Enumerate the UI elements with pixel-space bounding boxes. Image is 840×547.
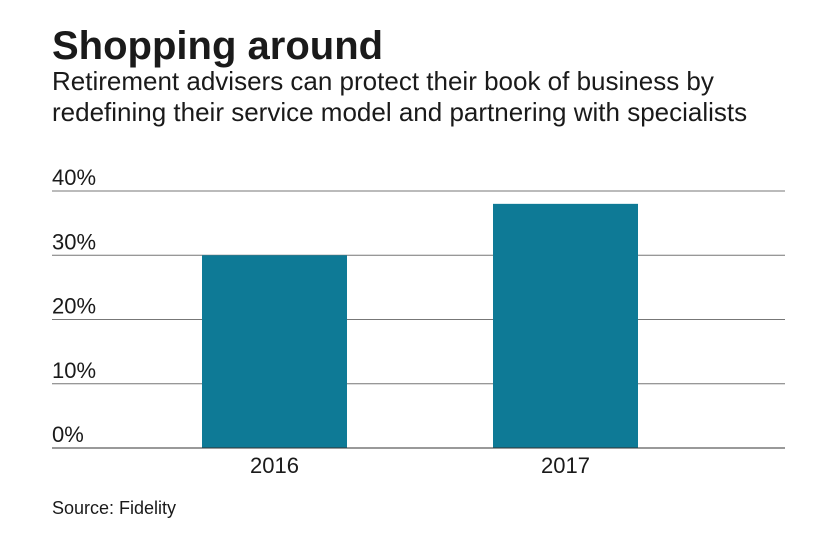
y-tick-label: 40% xyxy=(52,165,96,190)
x-tick-label: 2017 xyxy=(541,453,590,478)
x-axis-ticks: 2016 2017 xyxy=(250,453,590,478)
chart-subtitle: Retirement advisers can protect their bo… xyxy=(52,66,748,127)
source-note: Source: Fidelity xyxy=(52,498,177,518)
gridlines xyxy=(52,190,785,385)
bar-2017 xyxy=(493,203,638,448)
y-axis-ticks: 0% 10% 20% 30% 40% xyxy=(52,165,96,447)
x-tick-label: 2016 xyxy=(250,453,299,478)
y-tick-label: 10% xyxy=(52,358,96,383)
y-tick-label: 30% xyxy=(52,229,96,254)
chart-title: Shopping around xyxy=(52,24,384,68)
bars xyxy=(202,203,638,448)
y-tick-label: 20% xyxy=(52,294,96,319)
y-tick-label: 0% xyxy=(52,422,84,447)
bar-2016 xyxy=(202,255,347,448)
